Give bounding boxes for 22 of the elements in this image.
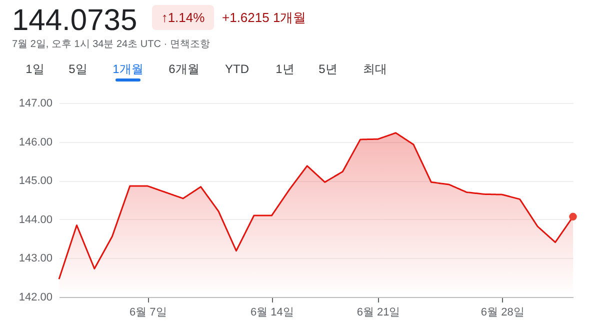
x-tick-label: 6월 21일 xyxy=(356,306,400,318)
text: +1.6215 1개월 xyxy=(222,10,306,25)
chart-subtitle: 7월 2일, 오후 1시 34분 24초 UTC · 면책조항 xyxy=(12,39,210,50)
text: 5일 xyxy=(68,62,88,76)
y-tick-label: 143.00 xyxy=(18,252,52,265)
x-tick-label: 6월 7일 xyxy=(129,306,167,318)
text: YTD xyxy=(225,62,250,76)
text: 1개월 xyxy=(112,62,144,76)
chart-title: 144.0735 xyxy=(12,4,138,37)
text: 5년 xyxy=(318,62,338,76)
y-tick-label: 146.00 xyxy=(18,136,52,148)
text: 최대 xyxy=(363,62,387,76)
y-tick-label: 145.00 xyxy=(18,175,52,188)
text: 1일 xyxy=(26,62,44,76)
y-tick-label: 142.00 xyxy=(18,292,52,304)
y-tick-label: 147.00 xyxy=(18,98,52,110)
text: 6개월 xyxy=(168,62,200,76)
text: 1년 xyxy=(276,62,294,76)
x-tick-label: 6월 28일 xyxy=(480,306,524,318)
x-tick-label: 6월 14일 xyxy=(250,306,294,318)
y-tick-label: 144.00 xyxy=(18,214,52,226)
text: ↑1.14% xyxy=(161,10,206,25)
